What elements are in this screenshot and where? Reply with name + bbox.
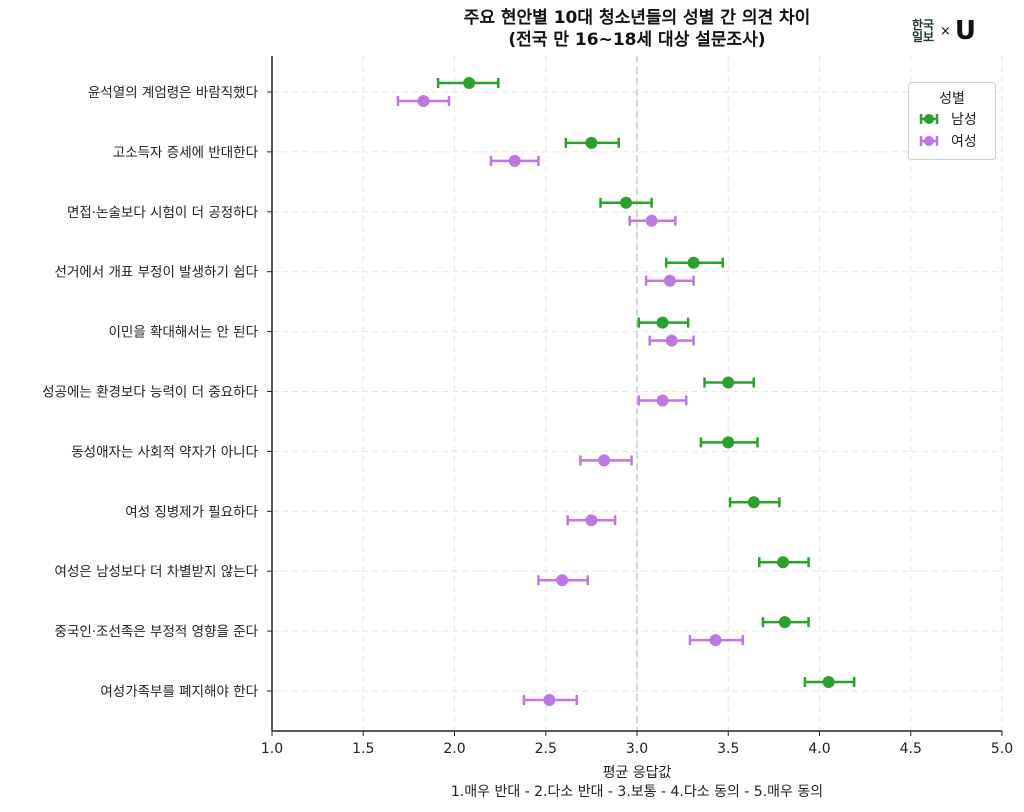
legend-marker-male-icon — [919, 114, 939, 124]
category-label: 면접·논술보다 시험이 더 공정하다 — [67, 205, 259, 221]
axes: 1.0 1.5 2.0 2.5 3.0 3.5 4.0 4.5 5.0 윤석열의 계엄령은 바람직… — [42, 56, 1013, 800]
category-label: 중국인·조선족은 부정적 영향을 준다 — [55, 624, 259, 640]
mean-point-male — [747, 496, 760, 509]
legend-marker-female-icon — [919, 136, 939, 146]
mean-point-male — [585, 136, 598, 149]
category-label: 여성가족부를 폐지해야 한다 — [100, 684, 258, 700]
category-label: 동성애자는 사회적 약자가 아니다 — [71, 444, 258, 460]
legend-label-male: 남성 — [951, 112, 977, 128]
legend-label-female: 여성 — [951, 134, 977, 150]
category-label: 여성은 남성보다 더 차별받지 않는다 — [55, 564, 259, 580]
mean-point-male — [722, 376, 735, 389]
x-tick-label: 4.0 — [808, 741, 830, 757]
logo-line-1: 한국 — [912, 18, 935, 32]
mean-point-male — [620, 196, 633, 209]
logo-times: × — [940, 23, 951, 39]
mean-point-female — [709, 634, 722, 647]
x-tick-label: 2.0 — [443, 741, 465, 757]
mean-point-female — [665, 334, 678, 347]
mean-point-male — [778, 616, 791, 629]
mean-point-male — [463, 77, 476, 89]
legend-item-male: 남성 — [919, 108, 995, 130]
x-tick-label: 3.0 — [626, 741, 648, 757]
legend-item-female: 여성 — [919, 130, 995, 152]
mean-point-female — [656, 394, 669, 407]
brand-logo: 한국 일보 × U — [912, 16, 976, 46]
x-tick-label: 1.0 — [261, 741, 283, 757]
data-marks — [396, 77, 856, 706]
logo-u-mark: U — [954, 16, 977, 46]
x-axis-label: 평균 응답값 — [603, 765, 672, 781]
mean-point-female — [645, 214, 658, 227]
x-tick-label: 2.5 — [535, 741, 557, 757]
mean-point-female — [585, 514, 598, 527]
hankook-ilbo-logo: 한국 일보 — [912, 19, 938, 43]
x-tick-label: 1.5 — [352, 741, 374, 757]
x-tick-label: 5.0 — [991, 741, 1013, 757]
x-axis-scale-description: 1.매우 반대 - 2.다소 반대 - 3.보통 - 4.다소 동의 - 5.매… — [451, 784, 823, 800]
x-tick-label: 4.5 — [900, 741, 922, 757]
category-label: 여성 징병제가 필요하다 — [125, 504, 258, 520]
legend: 성별 남성 여성 — [908, 82, 996, 160]
mean-point-male — [777, 556, 789, 569]
mean-point-female — [663, 274, 676, 287]
logo-line-2: 일보 — [912, 30, 935, 44]
mean-point-female — [598, 454, 611, 467]
x-tick-label: 3.5 — [717, 741, 739, 757]
mean-point-female — [543, 694, 556, 706]
mean-point-female — [556, 574, 569, 587]
mean-point-female — [417, 95, 430, 107]
category-label: 성공에는 환경보다 능력이 더 중요하다 — [42, 385, 258, 401]
mean-point-male — [656, 316, 669, 329]
chart-title: 주요 현안별 10대 청소년들의 성별 간 의견 차이 — [463, 8, 811, 28]
mean-point-male — [722, 436, 735, 449]
category-label: 고소득자 증세에 반대한다 — [113, 145, 259, 161]
legend-title: 성별 — [939, 91, 965, 107]
category-label: 이민을 확대해서는 안 된다 — [109, 325, 259, 341]
category-label: 윤석열의 계엄령은 바람직했다 — [88, 85, 259, 101]
category-label: 선거에서 개표 부정이 발생하기 쉽다 — [55, 265, 259, 281]
chart-subtitle: (전국 만 16~18세 대상 설문조사) — [508, 30, 766, 50]
mean-point-female — [508, 154, 521, 167]
mean-point-male — [687, 256, 700, 269]
mean-point-male — [822, 676, 835, 688]
